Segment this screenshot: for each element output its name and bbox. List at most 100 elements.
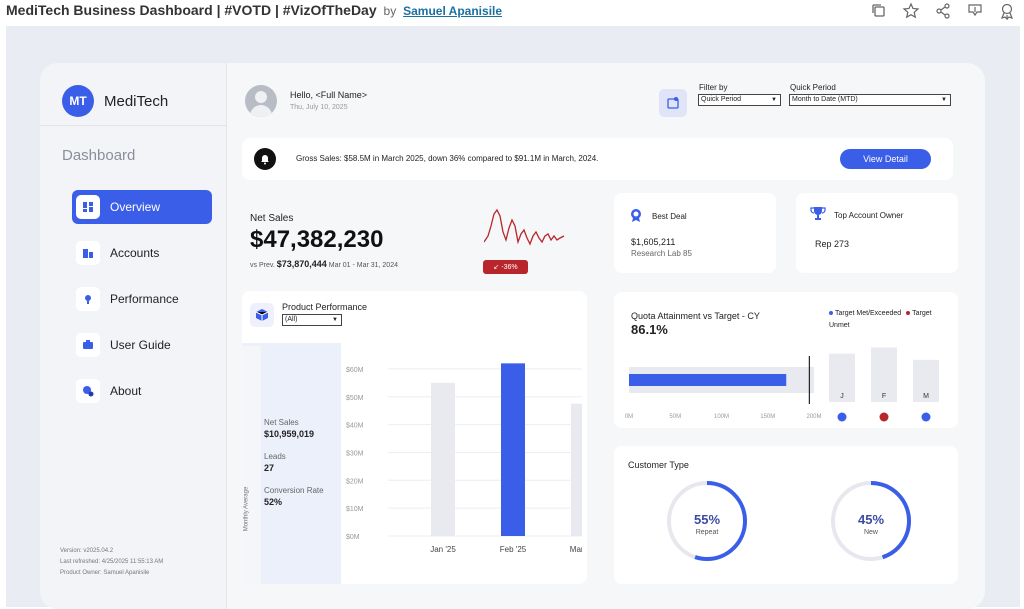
sidebar-item-accounts[interactable]: Accounts bbox=[72, 236, 212, 270]
y-tick-label: $60M bbox=[346, 367, 364, 374]
sidebar-item-overview[interactable]: Overview bbox=[72, 190, 212, 224]
sidebar-item-user-guide[interactable]: User Guide bbox=[72, 328, 212, 362]
sidebar-meta: Version: v2025.04.2 Last refreshed: 4/25… bbox=[60, 546, 163, 579]
bell-icon bbox=[254, 148, 276, 170]
monthly-net-sales-label: Net Sales bbox=[264, 418, 299, 427]
month-status-dot bbox=[921, 412, 931, 422]
quota-bar[interactable] bbox=[629, 374, 787, 386]
prev-value: $73,870,444 bbox=[276, 259, 327, 269]
view-detail-button[interactable]: View Detail bbox=[840, 149, 931, 169]
customer-type-title: Customer Type bbox=[628, 460, 689, 470]
unmet-dot-icon bbox=[906, 311, 911, 316]
sidebar-item-label: Overview bbox=[110, 200, 161, 214]
chevron-down-icon: ▼ bbox=[941, 97, 947, 103]
quota-legend: Target Met/Exceeded Target Unmet bbox=[829, 308, 954, 332]
month-status-dot bbox=[837, 412, 847, 422]
repeat-label: Repeat bbox=[695, 529, 719, 536]
x-tick-label: Jan '25 bbox=[430, 545, 456, 554]
header: Hello, <Full Name> Thu, July 10, 2025 Fi… bbox=[245, 83, 960, 133]
month-bar[interactable] bbox=[829, 353, 855, 402]
product-performance-card: Product Performance (All) ▼ Net Sales $1… bbox=[242, 291, 587, 584]
monthly-leads-label: Leads bbox=[264, 452, 286, 461]
customer-type-card: Customer Type 55% Repeat 45% New bbox=[614, 446, 958, 584]
product-performance-title: Product Performance bbox=[282, 302, 368, 312]
share-icon[interactable] bbox=[934, 2, 952, 20]
performance-icon bbox=[76, 287, 100, 311]
viz-title-text: MediTech Business Dashboard | #VOTD | #V… bbox=[6, 2, 377, 18]
filter-icon[interactable] bbox=[659, 89, 687, 117]
product-filter-select[interactable]: (All) ▼ bbox=[282, 314, 342, 326]
sidebar: MT MediTech Dashboard Overview Accounts bbox=[40, 63, 227, 609]
repeat-percent: 55% bbox=[693, 512, 721, 527]
donut-arc-repeat[interactable] bbox=[667, 481, 747, 561]
donut-arc-new[interactable] bbox=[831, 481, 911, 561]
product-filter-value: (All) bbox=[285, 316, 298, 323]
legend-met: Target Met/Exceeded bbox=[835, 310, 902, 317]
sidebar-heading: Dashboard bbox=[62, 147, 136, 164]
best-deal-card: Best Deal $1,605,211 Research Lab 85 bbox=[614, 193, 776, 273]
prev-prefix: vs Prev. bbox=[250, 262, 275, 269]
product-owner-text: Product Owner: Samuel Apanisile bbox=[60, 570, 150, 576]
version-text: Version: v2025.04.2 bbox=[60, 548, 114, 554]
y-tick-label: $50M bbox=[346, 395, 364, 402]
avatar[interactable] bbox=[245, 85, 277, 117]
favorite-star-icon[interactable] bbox=[902, 2, 920, 20]
top-owner-name: Rep 273 bbox=[815, 239, 850, 249]
date-range: Mar 01 - Mar 31, 2024 bbox=[328, 262, 398, 269]
quota-x-tick: 0M bbox=[625, 414, 633, 420]
chevron-down-icon: ▼ bbox=[771, 97, 777, 103]
bar[interactable] bbox=[501, 363, 525, 536]
net-sales-change-badge: ↙ -36% bbox=[483, 260, 528, 274]
overview-icon bbox=[76, 195, 100, 219]
chevron-down-icon: ▼ bbox=[332, 317, 338, 323]
sidebar-item-label: Performance bbox=[110, 292, 179, 306]
avatar-body-shape bbox=[250, 105, 272, 117]
net-sales-card: Net Sales $47,382,230 vs Prev. $73,870,4… bbox=[246, 191, 602, 283]
net-sales-previous: vs Prev. $73,870,444 Mar 01 - Mar 31, 20… bbox=[250, 259, 398, 269]
best-deal-title: Best Deal bbox=[652, 212, 687, 221]
medal-icon bbox=[626, 205, 646, 225]
bar[interactable] bbox=[431, 382, 455, 536]
sidebar-item-performance[interactable]: Performance bbox=[72, 282, 212, 316]
quota-attainment-card: Quota Attainment vs Target - CY 86.1% Ta… bbox=[614, 292, 958, 428]
current-date: Thu, July 10, 2025 bbox=[290, 104, 348, 111]
new-percent: 45% bbox=[857, 512, 885, 527]
sidebar-nav: Overview Accounts Performance bbox=[72, 190, 212, 420]
filter-by-select[interactable]: Quick Period ▼ bbox=[698, 94, 781, 106]
repeat-donut bbox=[667, 481, 747, 561]
monthly-net-sales-value: $10,959,019 bbox=[264, 429, 315, 439]
by-label: by bbox=[383, 4, 397, 18]
month-status-dot bbox=[879, 412, 889, 422]
monthly-average-axis-strip: Monthly Average bbox=[242, 346, 261, 584]
quota-x-tick: 100M bbox=[714, 414, 729, 420]
box-icon bbox=[250, 303, 274, 327]
filter-by-label: Filter by bbox=[699, 83, 728, 92]
quota-x-tick: 50M bbox=[669, 414, 681, 420]
sidebar-item-label: Accounts bbox=[110, 246, 160, 260]
bar[interactable] bbox=[571, 403, 582, 536]
net-sales-sparkline bbox=[484, 208, 565, 246]
quota-x-tick: 150M bbox=[760, 414, 775, 420]
brand: MT MediTech bbox=[62, 85, 168, 117]
copy-icon[interactable] bbox=[870, 2, 888, 20]
quick-period-select[interactable]: Month to Date (MTD) ▼ bbox=[789, 94, 951, 106]
author-link[interactable]: Samuel Apanisile bbox=[403, 4, 503, 18]
month-label: J bbox=[840, 393, 844, 400]
y-tick-label: $40M bbox=[346, 423, 364, 430]
sidebar-item-about[interactable]: About bbox=[72, 374, 212, 408]
dashboard-canvas: MT MediTech Dashboard Overview Accounts bbox=[6, 26, 1020, 609]
net-sales-label: Net Sales bbox=[250, 213, 294, 224]
badge-icon[interactable] bbox=[998, 2, 1016, 21]
y-tick-label: $10M bbox=[346, 506, 364, 513]
top-owner-title: Top Account Owner bbox=[834, 211, 904, 220]
y-tick-label: $20M bbox=[346, 478, 364, 485]
viz-toolbar bbox=[870, 2, 1016, 21]
best-deal-amount: $1,605,211 bbox=[631, 237, 676, 247]
month-bar[interactable] bbox=[913, 359, 939, 402]
avatar-head-shape bbox=[255, 91, 267, 103]
download-icon[interactable] bbox=[966, 2, 984, 20]
new-label: New bbox=[863, 529, 878, 536]
legend-unmet: Target Unmet bbox=[829, 310, 932, 329]
month-bar[interactable] bbox=[871, 347, 897, 402]
monthly-conversion-label: Conversion Rate bbox=[264, 486, 324, 495]
